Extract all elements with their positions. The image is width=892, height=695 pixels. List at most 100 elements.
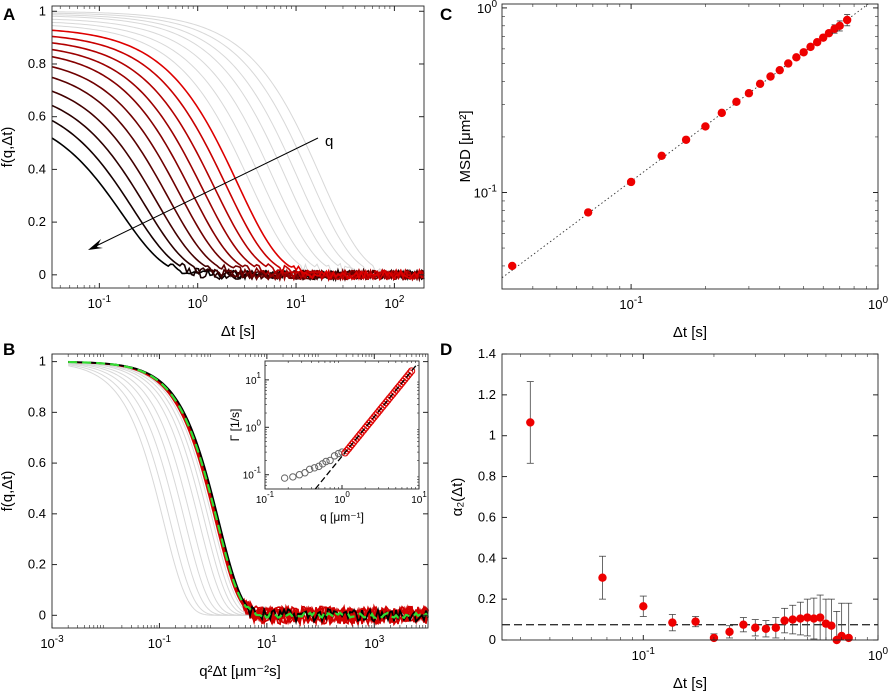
msd-point xyxy=(681,135,691,144)
inset-gray-point xyxy=(301,469,309,477)
q-annotation: q xyxy=(325,133,333,150)
panel-label-d: D xyxy=(440,340,452,359)
panel-a: 10-1 100 101 102 0 0.2 0.4 0.6 0.8 1 Δt [s] f(q,Δt)… xyxy=(0,3,425,340)
inset-gray-point xyxy=(315,462,323,471)
msd-point xyxy=(766,72,775,81)
inset-gray-point xyxy=(310,464,319,472)
alpha2-point xyxy=(796,614,805,623)
x-tick-label: 101 xyxy=(286,294,306,311)
x-tick-label: 100 xyxy=(868,295,888,312)
msd-point xyxy=(744,89,754,98)
y-tick-label: 100 xyxy=(477,0,497,16)
msd-point xyxy=(792,53,801,62)
y-tick-label: 1 xyxy=(489,428,496,443)
alpha2-point xyxy=(691,617,700,626)
inset-y-tick-label: 10-1 xyxy=(243,466,262,482)
panel-b: 10-3 10-1 101 103 0 0.2 0.4 0.6 0.8 1 q²Δt [μm⁻²s]… xyxy=(0,353,429,680)
msd-point xyxy=(799,48,808,57)
alpha2-point xyxy=(788,615,797,624)
msd-point xyxy=(657,151,666,161)
msd-point xyxy=(784,59,793,68)
inset-gray-point xyxy=(289,473,297,481)
alpha2-point xyxy=(751,623,760,632)
inset-frame xyxy=(264,360,420,490)
panel-d: 10-1 100 0 0.2 0.4 0.6 0.8 1 1.2 1.4 Δt [s] α₂(Δt) xyxy=(449,346,888,692)
panel-b-frame xyxy=(51,353,429,629)
x-tick-label: 10-3 xyxy=(40,634,64,651)
inset-x-tick-label: 10-1 xyxy=(256,490,275,506)
x-tick-label: 10-1 xyxy=(619,295,643,312)
inset-y-axis-label: Γ [1/s] xyxy=(228,409,242,442)
alpha2-point xyxy=(761,624,771,633)
y-tick-label: 0.8 xyxy=(28,56,46,71)
curve-q8 xyxy=(51,48,425,282)
curve-q17 xyxy=(51,12,425,280)
alpha2-point xyxy=(844,633,853,643)
y-tick-label: 0.6 xyxy=(478,509,496,524)
msd-point xyxy=(701,122,710,131)
y-tick-label: 0.8 xyxy=(28,404,46,419)
curve-q7 xyxy=(51,55,425,282)
msd-point xyxy=(626,177,636,187)
x-tick-label: 103 xyxy=(364,634,384,651)
y-tick-label: 0.6 xyxy=(28,109,46,124)
y-tick-label: 0.4 xyxy=(28,161,46,176)
panel-label-a: A xyxy=(3,5,15,24)
alpha2-point xyxy=(639,602,648,611)
inset-x-tick-label: 100 xyxy=(334,490,350,506)
fit-curve xyxy=(68,360,429,620)
x-axis-label: Δt [s] xyxy=(673,675,707,692)
y-axis-label: MSD [μm²] xyxy=(457,111,474,183)
x-tick-label: 10-1 xyxy=(88,294,112,311)
alpha2-point xyxy=(668,618,677,627)
y-tick-label: 0.2 xyxy=(28,214,46,229)
q-arrow-head xyxy=(88,239,103,250)
x-tick-label: 100 xyxy=(868,646,888,663)
x-axis-label: Δt [s] xyxy=(673,324,707,341)
y-axis-label: f(q,Δt) xyxy=(0,127,16,168)
x-axis-label: Δt [s] xyxy=(221,323,255,340)
panel-a-frame xyxy=(51,5,425,289)
x-tick-label: 102 xyxy=(384,294,404,311)
inset-y-tick-label: 101 xyxy=(245,371,261,387)
x-tick-label: 10-1 xyxy=(632,646,656,663)
alpha2-point xyxy=(827,621,836,630)
msd-point xyxy=(819,33,828,42)
x-tick-label: 100 xyxy=(188,294,208,311)
msd-point xyxy=(717,108,726,118)
alpha2-point xyxy=(809,614,819,623)
inset-gray-point xyxy=(280,474,289,482)
curve-q11 xyxy=(51,29,425,282)
panel-label-c: C xyxy=(440,5,452,24)
inset-gray-point xyxy=(326,456,334,465)
msd-point xyxy=(732,97,741,106)
curve-q9 xyxy=(51,42,425,282)
y-tick-label: 0 xyxy=(39,267,46,282)
alpha2-point xyxy=(780,616,789,625)
inset-y-tick-label: 100 xyxy=(245,418,261,434)
y-tick-label: 0.6 xyxy=(28,455,46,470)
inset-red-point xyxy=(407,367,416,375)
y-tick-label: 0 xyxy=(489,632,496,647)
y-tick-label: 0.2 xyxy=(28,557,46,572)
inset-gray-point xyxy=(305,465,314,474)
msd-point xyxy=(508,261,517,271)
inset-gray-point xyxy=(322,457,330,466)
x-tick-label: 10-1 xyxy=(148,634,172,651)
inset-x-tick-label: 101 xyxy=(411,490,427,506)
curve-q12 xyxy=(51,25,425,281)
curve-q10 xyxy=(51,35,425,281)
curve-q18 xyxy=(51,11,425,280)
alpha2-point xyxy=(837,631,846,641)
msd-point xyxy=(806,42,815,52)
y-tick-label: 1.2 xyxy=(478,387,496,402)
y-axis-label: α₂(Δt) xyxy=(449,478,466,517)
alpha2-point xyxy=(803,613,812,622)
msd-point xyxy=(812,37,822,47)
msd-point xyxy=(842,15,852,25)
inset-x-axis-label: q [μm⁻¹] xyxy=(320,510,364,524)
y-tick-label: 1 xyxy=(39,354,46,369)
panel-c: 10-1 100 10-1 100 Δt [s] MSD [μm²] xyxy=(457,0,888,341)
curve-q16 xyxy=(51,14,425,281)
